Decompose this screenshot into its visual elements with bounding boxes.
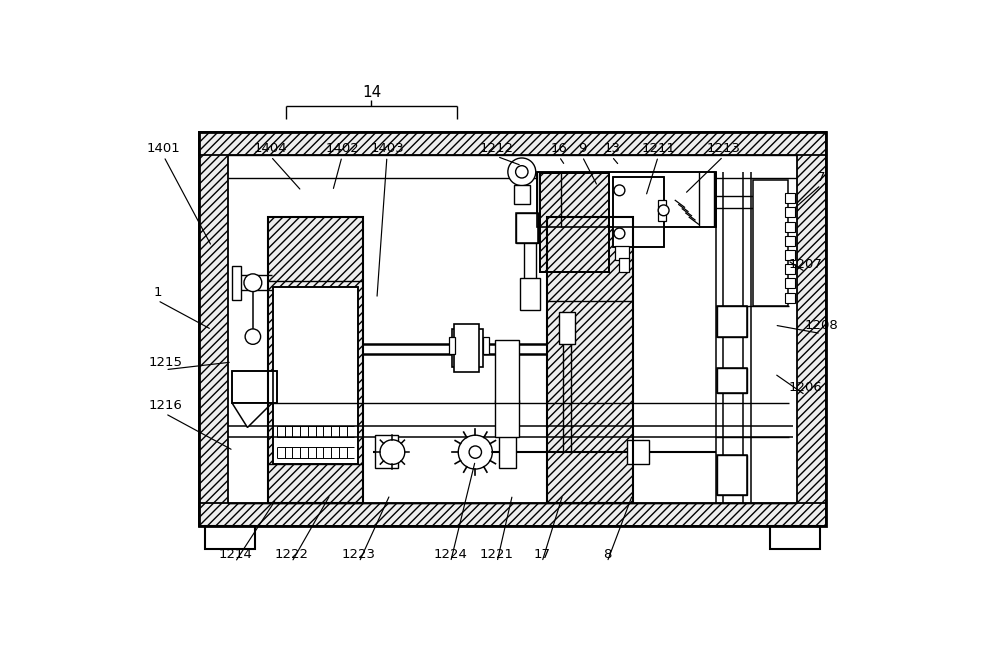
Circle shape bbox=[614, 228, 625, 239]
Circle shape bbox=[658, 205, 669, 216]
Bar bbox=[717, 368, 747, 393]
Bar bbox=[232, 265, 241, 301]
Bar bbox=[537, 172, 716, 227]
Bar bbox=[232, 371, 277, 403]
Text: 1404: 1404 bbox=[254, 142, 288, 156]
Bar bbox=[537, 172, 716, 227]
Circle shape bbox=[244, 274, 262, 291]
Bar bbox=[514, 185, 530, 204]
Text: 1207: 1207 bbox=[789, 258, 822, 271]
Text: 1: 1 bbox=[153, 286, 162, 299]
Bar bbox=[717, 306, 747, 336]
Text: 13: 13 bbox=[603, 142, 620, 156]
Bar bbox=[770, 526, 820, 549]
Bar bbox=[615, 246, 629, 260]
Bar bbox=[268, 216, 363, 503]
Text: 1223: 1223 bbox=[342, 548, 376, 561]
Bar bbox=[785, 222, 795, 232]
Bar bbox=[770, 526, 820, 549]
Bar bbox=[273, 287, 358, 465]
Bar bbox=[540, 173, 609, 272]
Bar bbox=[516, 213, 538, 243]
Text: 1213: 1213 bbox=[706, 142, 740, 156]
Text: 17: 17 bbox=[533, 548, 550, 561]
Text: 1221: 1221 bbox=[480, 548, 514, 561]
Bar bbox=[273, 287, 358, 465]
Bar bbox=[449, 338, 455, 354]
Bar bbox=[717, 455, 747, 495]
Bar bbox=[627, 440, 649, 465]
Circle shape bbox=[245, 329, 261, 344]
Bar bbox=[785, 207, 795, 217]
Bar bbox=[785, 250, 795, 260]
Circle shape bbox=[380, 440, 405, 465]
Bar bbox=[232, 371, 277, 403]
Bar bbox=[613, 177, 664, 246]
Bar bbox=[452, 329, 483, 367]
Text: 1206: 1206 bbox=[789, 381, 822, 394]
Bar bbox=[199, 132, 228, 526]
Bar bbox=[717, 455, 747, 495]
Text: 1211: 1211 bbox=[641, 142, 675, 156]
Text: 7: 7 bbox=[817, 171, 825, 184]
Bar bbox=[495, 400, 519, 437]
Circle shape bbox=[614, 185, 625, 196]
Bar bbox=[717, 368, 747, 393]
Bar bbox=[797, 132, 826, 526]
Bar bbox=[499, 415, 516, 467]
Bar bbox=[520, 278, 540, 310]
Circle shape bbox=[508, 158, 536, 186]
Bar bbox=[547, 216, 633, 503]
Circle shape bbox=[458, 435, 492, 469]
Text: 8: 8 bbox=[603, 548, 611, 561]
Bar bbox=[483, 338, 489, 354]
Text: 1224: 1224 bbox=[434, 548, 467, 561]
Text: 1215: 1215 bbox=[148, 355, 182, 369]
Bar bbox=[516, 213, 538, 243]
Text: 9: 9 bbox=[578, 142, 586, 156]
Bar bbox=[199, 503, 826, 526]
Text: 1214: 1214 bbox=[218, 548, 252, 561]
Text: 1212: 1212 bbox=[480, 142, 514, 156]
Bar bbox=[785, 193, 795, 203]
Bar bbox=[199, 132, 826, 155]
Bar bbox=[785, 293, 795, 303]
Bar bbox=[205, 526, 255, 549]
Text: 1216: 1216 bbox=[148, 399, 182, 412]
Bar bbox=[613, 177, 664, 246]
Bar bbox=[454, 324, 479, 372]
Circle shape bbox=[516, 166, 528, 178]
Bar bbox=[540, 173, 609, 272]
Text: 1402: 1402 bbox=[325, 142, 359, 156]
Bar bbox=[785, 236, 795, 246]
Bar bbox=[199, 132, 826, 526]
Bar bbox=[547, 216, 633, 503]
Polygon shape bbox=[232, 403, 272, 428]
Bar bbox=[495, 340, 519, 403]
Bar bbox=[753, 179, 788, 306]
Text: 1401: 1401 bbox=[147, 142, 181, 156]
Bar bbox=[375, 435, 398, 467]
Bar bbox=[559, 312, 574, 344]
Text: 1403: 1403 bbox=[370, 142, 404, 156]
Text: 14: 14 bbox=[362, 85, 381, 100]
Bar bbox=[785, 279, 795, 289]
Bar bbox=[619, 258, 629, 272]
Text: 1208: 1208 bbox=[804, 319, 838, 332]
Circle shape bbox=[469, 446, 481, 458]
Bar bbox=[658, 199, 666, 221]
Bar bbox=[268, 216, 363, 503]
Bar bbox=[785, 264, 795, 274]
Text: 16: 16 bbox=[551, 142, 567, 156]
Bar bbox=[205, 526, 255, 549]
Text: 1222: 1222 bbox=[275, 548, 309, 561]
Bar bbox=[717, 306, 747, 336]
